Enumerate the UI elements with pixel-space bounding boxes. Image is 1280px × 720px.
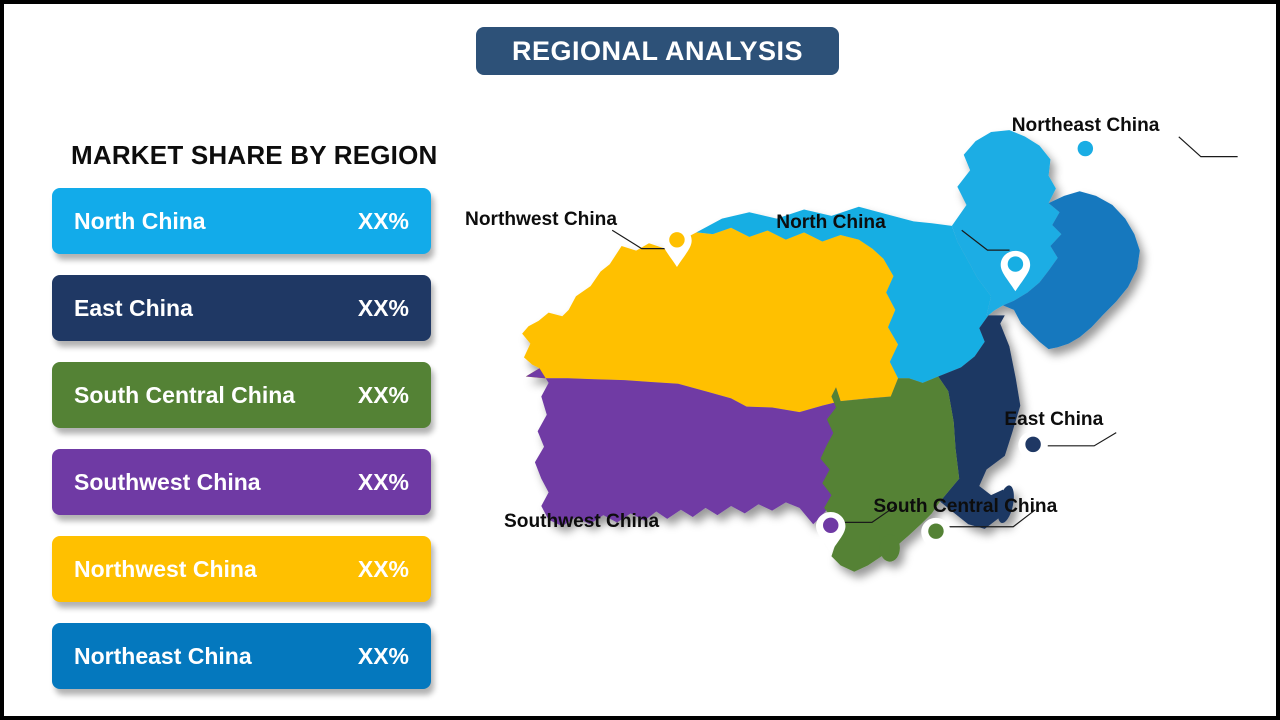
svg-text:Northeast China: Northeast China (1012, 115, 1160, 136)
svg-text:East China: East China (1004, 409, 1103, 430)
svg-text:Southwest China: Southwest China (504, 511, 659, 532)
svg-text:Northwest China: Northwest China (465, 209, 617, 230)
svg-text:North China: North China (776, 212, 886, 233)
svg-text:South Central China: South Central China (873, 496, 1057, 517)
